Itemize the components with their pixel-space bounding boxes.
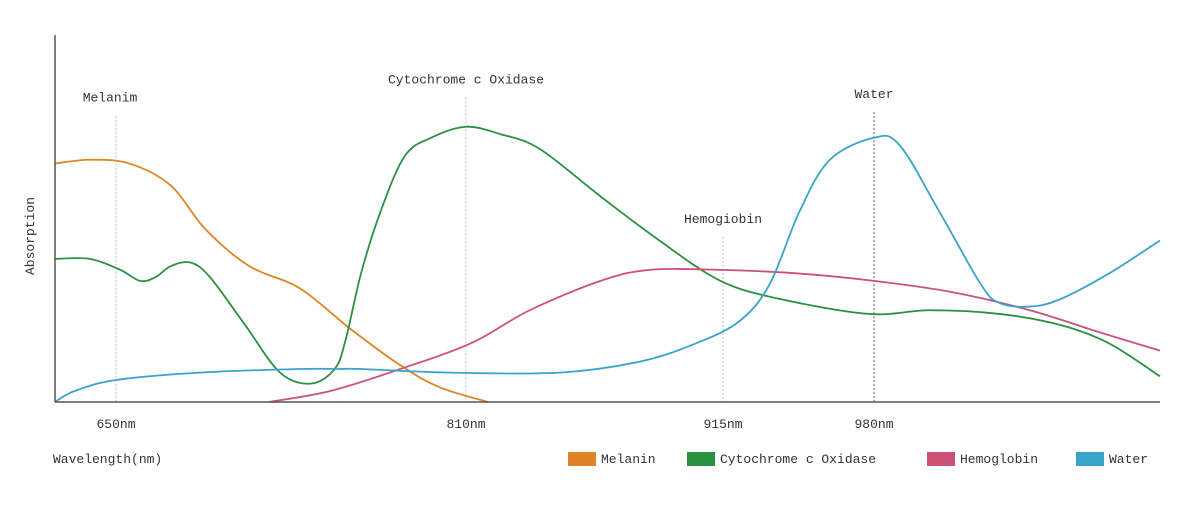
x-tick-label: 810nm [446,417,485,432]
y-axis-label: Absorption [23,197,38,275]
x-tick-label: 650nm [96,417,135,432]
legend-swatch [687,452,715,466]
legend-label: Cytochrome c Oxidase [720,452,876,467]
annotation-label: Cytochrome c Oxidase [388,72,544,87]
annotation-label: Melanim [83,91,138,106]
annotation-label: Hemogiobin [684,212,762,227]
legend: Melanin Cytochrome c Oxidase Hemoglobin Wat… [568,452,1148,467]
legend-swatch [568,452,596,466]
x-tick-label: 915nm [703,417,742,432]
series-line-water [54,134,1161,403]
legend-swatch [1076,452,1104,466]
annotation-label: Water [854,87,893,102]
series-line-melanin [54,158,489,403]
x-tick-label: 980nm [854,417,893,432]
x-axis-label: Wavelength(nm) [53,452,162,467]
series-line-cytochrome-c-oxidase [54,125,1161,385]
legend-label: Hemoglobin [960,452,1038,467]
legend-label: Melanin [601,452,656,467]
legend-swatch [927,452,955,466]
legend-label: Water [1109,452,1148,467]
